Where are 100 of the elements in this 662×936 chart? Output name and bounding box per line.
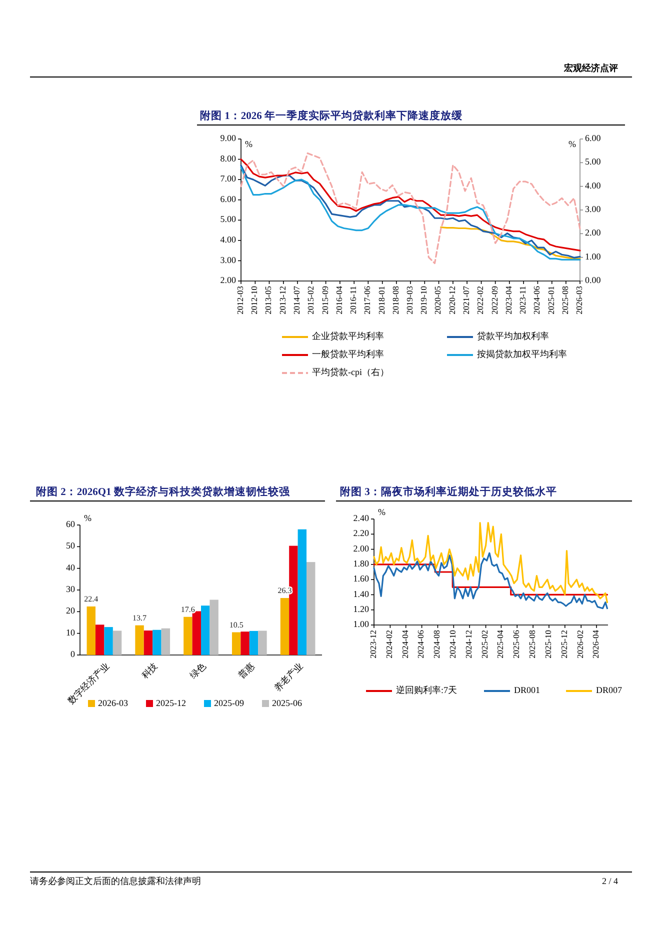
x-tick-label: 2016-11: [348, 286, 358, 314]
x-tick-label: 普惠: [236, 660, 256, 681]
x-tick-label: 2026-02: [575, 630, 586, 658]
y-tick-label: 1.40: [353, 588, 370, 599]
bar: [112, 630, 122, 655]
bar: [210, 600, 218, 655]
y2-tick-label: 4.00: [585, 180, 602, 190]
legend-label: DR007: [596, 685, 622, 696]
y-axis-title: %: [245, 139, 253, 149]
y-tick-label: 3.00: [220, 254, 236, 265]
x-tick-label: 2026-03: [574, 286, 584, 314]
x-tick-label: 2023-04: [503, 285, 514, 314]
x-tick-label: 2022-09: [489, 286, 500, 314]
x-tick-label: 2015-09: [320, 286, 330, 314]
x-tick-label: 2020-12: [446, 286, 457, 314]
y-tick-label: 4.00: [220, 234, 236, 244]
y-tick-label: 50: [66, 540, 76, 551]
bar: [95, 624, 104, 655]
x-tick-label: 2012-10: [249, 286, 260, 314]
x-tick-label: 养老产业: [272, 660, 305, 694]
bar: [184, 616, 192, 655]
y-tick-label: 60: [66, 519, 76, 530]
x-tick-label: 2024-06: [416, 630, 426, 658]
chart-title: 附图 3：隔夜市场利率近期处于历史较低水平: [340, 485, 557, 498]
y-tick-label: 2.20: [353, 528, 370, 538]
x-tick-label: 2025-06: [511, 630, 522, 658]
data-label: 10.5: [229, 620, 244, 630]
x-tick-label: 2026-04: [590, 629, 600, 658]
y-tick-label: 1.80: [353, 558, 370, 568]
x-tick-label: 2025-08: [527, 630, 537, 658]
line-series: [373, 552, 608, 610]
x-tick-label: 2012-03: [234, 286, 245, 314]
x-tick-label: 2020-05: [432, 286, 443, 314]
legend-label: 贷款平均加权利率: [477, 331, 549, 342]
x-tick-label: 2014-07: [291, 286, 302, 314]
x-tick-label: 2025-10: [542, 630, 553, 658]
x-tick-label: 2023-12: [368, 630, 378, 658]
bar: [161, 628, 170, 655]
y-axis-title: %: [378, 507, 386, 517]
legend-label: 2025-12: [156, 698, 186, 708]
data-label: 17.6: [180, 604, 195, 614]
x-tick-label: 2015-02: [306, 286, 316, 314]
y-tick-label: 0: [70, 649, 76, 660]
text: 宏观经济点评: [563, 63, 618, 73]
data-label: 13.7: [132, 613, 147, 622]
data-label: 22.4: [84, 594, 98, 604]
x-tick-label: 2021-07: [460, 286, 471, 314]
x-tick-label: 2025-08: [560, 286, 570, 314]
line-series: [440, 226, 581, 260]
x-tick-label: 2025-01: [546, 286, 556, 314]
y-tick-label: 20: [66, 606, 76, 616]
y2-tick-label: 3.00: [585, 204, 602, 214]
line-series: [240, 152, 581, 264]
y-tick-label: 40: [66, 562, 76, 572]
x-tick-label: 2018-01: [376, 286, 386, 314]
x-tick-label: 2025-02: [480, 630, 490, 658]
y-tick-label: 1.60: [353, 574, 370, 584]
x-tick-label: 2025-04: [495, 629, 506, 658]
y-tick-label: 2.00: [220, 275, 236, 286]
bar: [298, 529, 307, 655]
x-tick-label: 科技: [140, 660, 160, 681]
bar: [144, 630, 153, 655]
y2-axis-title: %: [568, 139, 576, 149]
x-tick-label: 2018-08: [390, 286, 400, 314]
x-tick-label: 2013-05: [263, 286, 274, 314]
y-tick-label: 30: [66, 584, 76, 594]
x-tick-label: 2022-02: [475, 286, 486, 314]
legend-label: 2025-09: [214, 698, 244, 708]
y-tick-label: 2.00: [353, 543, 370, 554]
text: 2 / 4: [602, 876, 618, 886]
legend-label: 按揭贷款加权平均利率: [477, 349, 567, 360]
x-tick-label: 2024-02: [384, 630, 394, 658]
x-tick-label: 2025-12: [558, 630, 569, 658]
bar: [201, 606, 210, 655]
bar: [306, 562, 316, 655]
y2-tick-label: 0.00: [585, 275, 602, 286]
x-tick-label: 2016-04: [334, 285, 344, 314]
legend-label: 逆回购利率:7天: [396, 685, 458, 696]
bar: [104, 627, 113, 655]
text: 请务必参阅正文后面的信息披露和法律声明: [30, 876, 201, 886]
legend-label: 一般贷款平均利率: [312, 349, 384, 360]
x-tick-label: 2013-12: [277, 286, 288, 314]
x-tick-label: 2024-10: [448, 630, 458, 658]
bar: [192, 611, 201, 655]
y-tick-label: 10: [66, 627, 76, 638]
legend-label: DR001: [514, 685, 540, 696]
y-tick-label: 9.00: [220, 133, 236, 144]
legend-label: 平均贷款-cpi（右）: [312, 367, 389, 378]
chart-title: 附图 2：2026Q1 数字经济与科技类贷款增速韧性较强: [36, 485, 291, 498]
bar: [152, 630, 162, 655]
y2-tick-label: 1.00: [585, 251, 602, 262]
bar: [232, 632, 241, 655]
y-tick-label: 2.40: [353, 513, 370, 524]
x-tick-label: 2024-08: [432, 630, 442, 658]
y2-tick-label: 2.00: [585, 228, 602, 238]
y-tick-label: 8.00: [220, 153, 236, 164]
legend-label: 2025-06: [272, 698, 302, 708]
chart-title: 附图 1：2026 年一季度实际平均贷款利率下降速度放缓: [200, 109, 464, 122]
bar: [135, 625, 144, 655]
y-axis-title: %: [84, 513, 92, 523]
